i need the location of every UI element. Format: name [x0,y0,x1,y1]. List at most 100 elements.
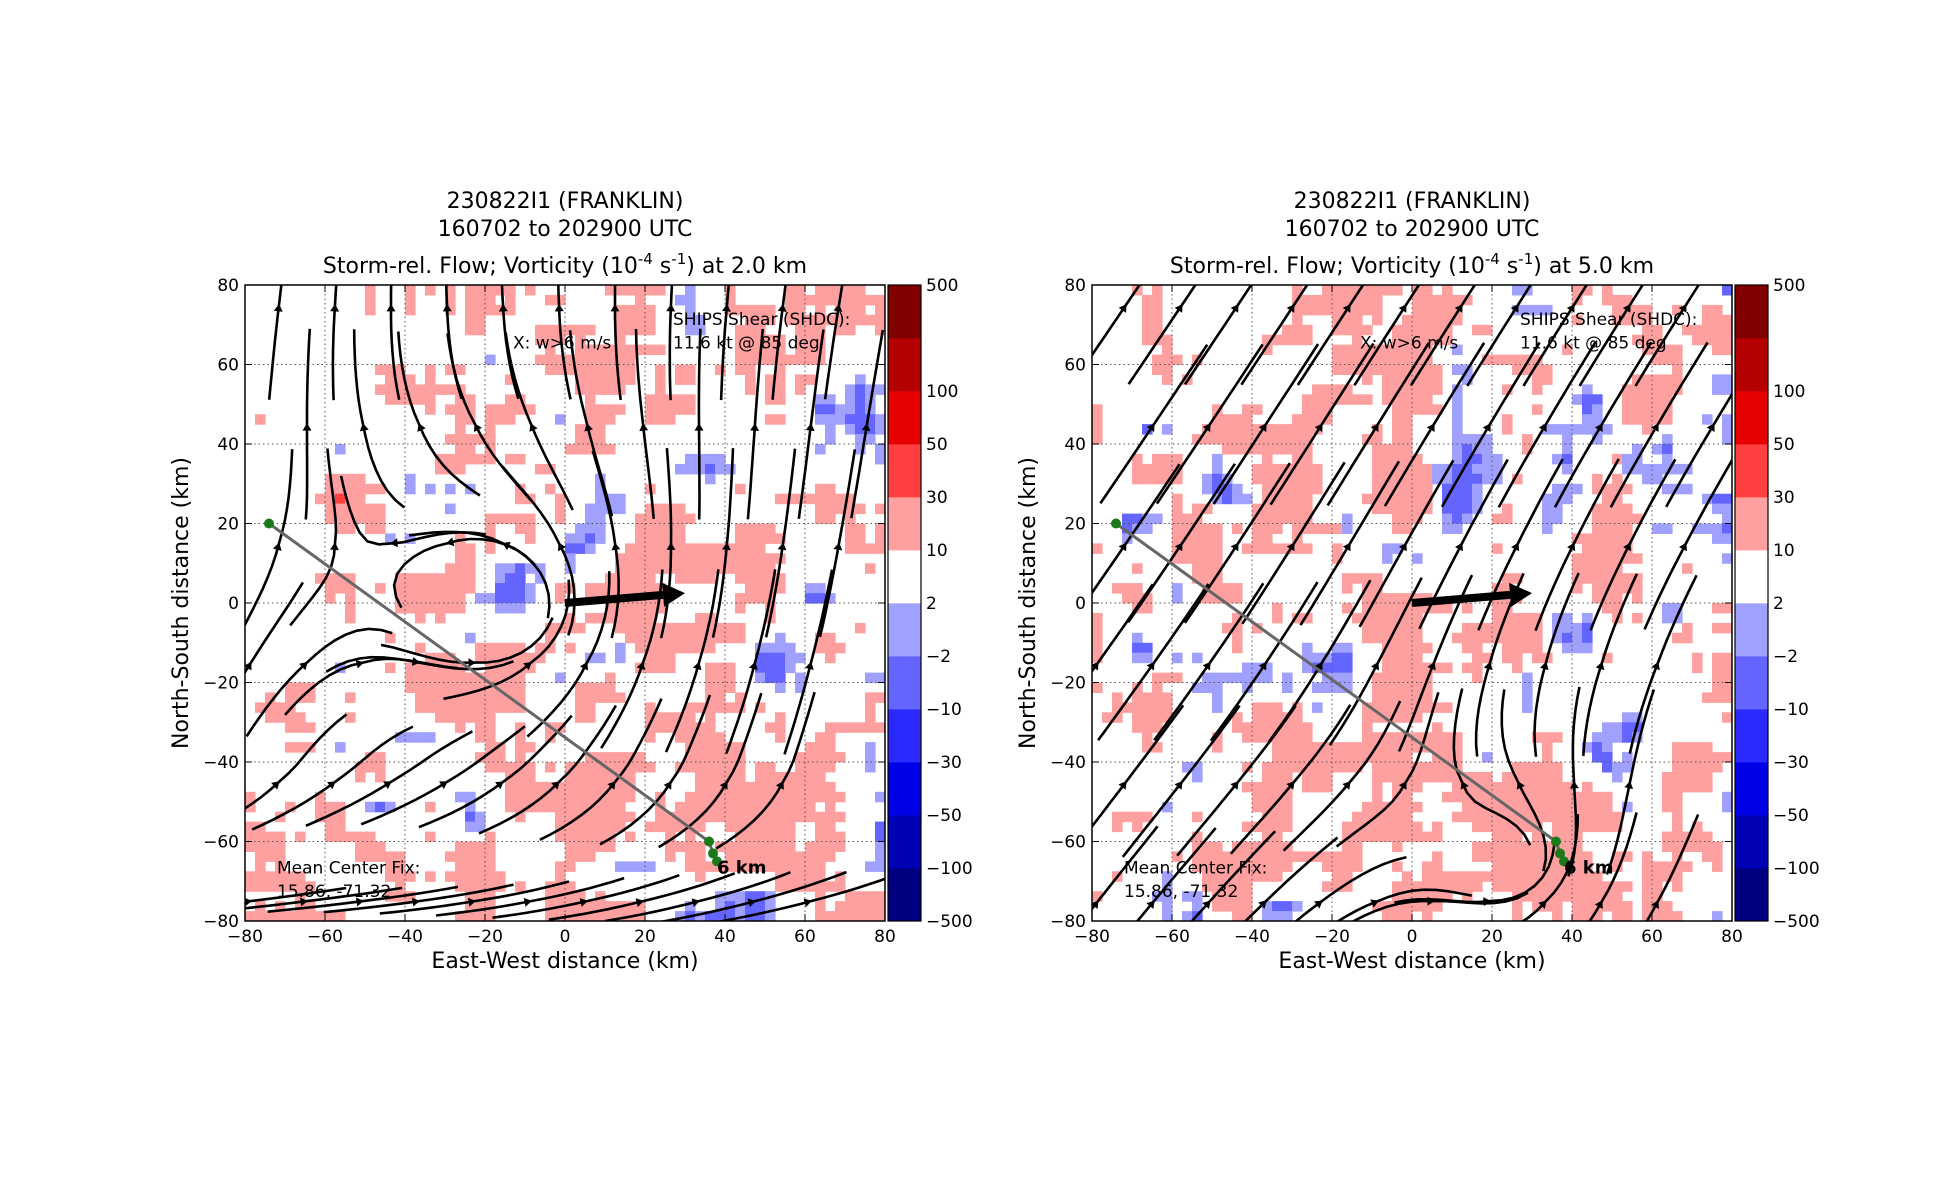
vorticity-cell [455,553,466,564]
vorticity-cell [1722,622,1732,634]
vorticity-cell [1322,771,1333,783]
vorticity-cell [735,553,746,564]
vorticity-cell [1572,622,1583,634]
vorticity-cell [1292,473,1303,485]
vorticity-cell [1292,304,1303,316]
vorticity-cell [1582,851,1593,862]
vorticity-cell [1282,791,1293,803]
vorticity-cell [605,692,616,703]
streamline-arrowhead [607,781,616,790]
vorticity-cell [1502,781,1513,793]
vorticity-cell [1402,781,1413,793]
vorticity-cell [835,414,846,425]
vorticity-cell [1162,672,1173,684]
vorticity-cell [855,444,866,455]
vorticity-cell [705,742,716,753]
vorticity-cell [1202,523,1213,534]
streamline-arrowhead [1511,542,1520,552]
vorticity-cell [755,662,766,674]
vorticity-cell [765,801,776,813]
vorticity-cell [405,682,416,693]
vorticity-cell [675,394,686,405]
vorticity-cell [595,612,606,624]
vorticity-cell [1272,742,1283,753]
vorticity-cell [1092,404,1103,415]
vorticity-cell [625,612,636,624]
vorticity-cell [595,483,606,495]
streamline-arrowhead [411,897,420,907]
vorticity-cell [1302,434,1313,445]
vorticity-cell [655,344,666,356]
title-part-mid: s [1500,254,1518,279]
vorticity-cell [705,911,716,921]
vorticity-cell [695,314,706,326]
vorticity-cell [585,583,596,594]
vorticity-cell [1202,434,1213,445]
vorticity-cell [1572,553,1583,564]
vorticity-cell [1482,652,1493,664]
vorticity-cell [1322,742,1333,753]
vorticity-cell [1182,513,1193,525]
vorticity-cell [1262,344,1273,356]
vorticity-cell [615,791,626,803]
vorticity-cell [795,771,806,783]
vorticity-cell [625,771,636,783]
vorticity-cell [405,891,416,902]
vorticity-cell [1262,811,1273,823]
vorticity-cell [635,642,646,654]
vorticity-cell [605,603,616,614]
vorticity-cell [1372,791,1383,803]
vorticity-cell [525,404,536,415]
vorticity-cell [815,871,826,882]
vorticity-cell [1232,871,1243,882]
vorticity-cell [1672,632,1683,644]
vorticity-cell [1692,742,1703,753]
vorticity-cell [1422,692,1433,703]
vorticity-cell [635,901,646,912]
vorticity-cell [455,712,466,723]
colorbar-swatch [1735,656,1768,710]
vorticity-cell [425,573,436,584]
vorticity-cell [1202,553,1213,564]
vorticity-cell [1412,483,1423,495]
vorticity-cell [335,911,346,921]
vorticity-cell [515,652,526,664]
vorticity-cell [1612,294,1623,306]
vorticity-cell [1572,424,1583,435]
vorticity-cell [1222,871,1233,882]
vorticity-cell [1452,752,1463,763]
vorticity-cell [475,314,486,326]
vorticity-cell [735,811,746,823]
vorticity-cell [845,911,856,921]
vorticity-cell [1252,841,1263,852]
vorticity-cell [1702,692,1713,703]
vorticity-cell [315,791,326,803]
vorticity-cell [1632,573,1643,584]
vorticity-cell [1402,801,1413,813]
vorticity-cell [545,791,556,803]
vorticity-cell [1262,841,1273,852]
vorticity-cell [865,911,876,921]
vorticity-cell [1352,612,1363,624]
vorticity-cell [475,294,486,306]
streamline-arrowhead [635,898,644,908]
vorticity-panel-2km: −80 −60 −40 −20 0 20 40 60 80−80−60−40−200204060… [169,189,973,974]
vorticity-cell [1612,771,1623,783]
vorticity-cell [485,881,496,892]
vorticity-cell [1722,752,1732,763]
center-track-point [1551,836,1561,847]
vorticity-cell [1232,434,1243,445]
vorticity-cell [1602,791,1613,803]
vorticity-cell [705,811,716,823]
vorticity-cell [1172,503,1183,515]
vorticity-cell [1372,444,1383,455]
vorticity-cell [1582,285,1593,296]
vorticity-cell [575,692,586,703]
vorticity-cell [1412,404,1423,415]
vorticity-cell [1342,513,1353,525]
vorticity-cell [1402,404,1413,415]
vorticity-cell [585,364,596,375]
vorticity-cell [1612,732,1623,743]
streamline-arrowhead [1510,304,1519,313]
vorticity-cell [845,891,856,902]
